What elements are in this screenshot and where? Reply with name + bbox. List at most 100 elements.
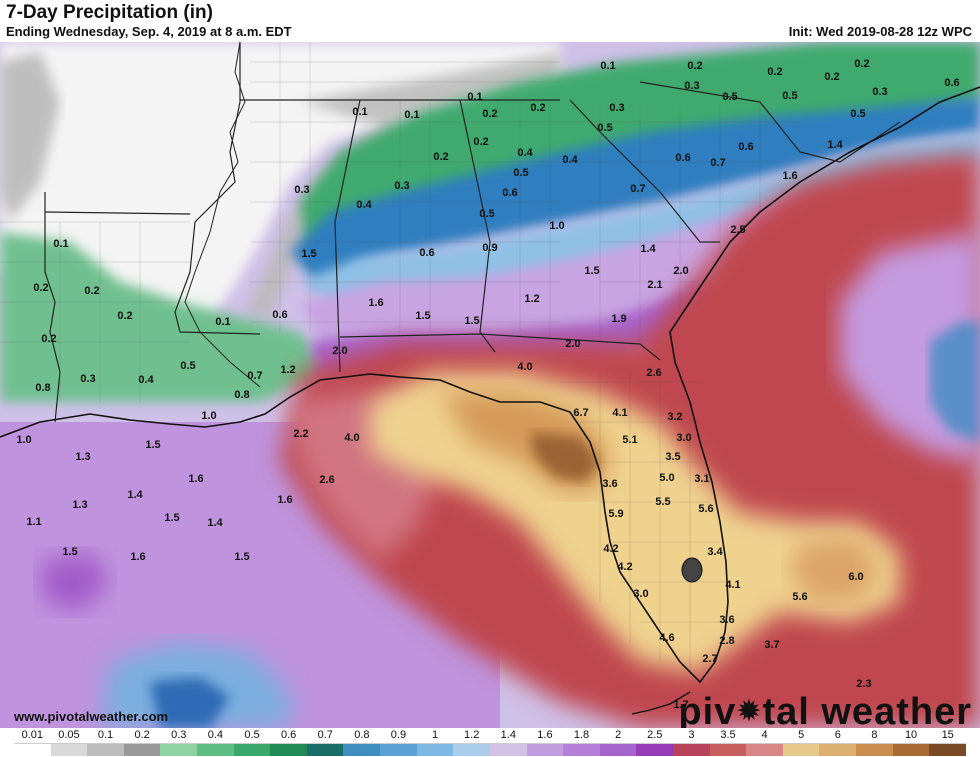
florida-keys: [631, 691, 691, 715]
precip-value-label: 0.2: [433, 151, 449, 163]
precip-value-label: 3.1: [694, 473, 710, 485]
precip-value-label: 6.0: [848, 571, 864, 583]
precip-value-label: 1.4: [640, 243, 656, 255]
precip-value-label: 2.0: [673, 265, 689, 277]
precip-value-label: 5.0: [659, 472, 675, 484]
precip-value-label: 5.6: [698, 503, 714, 515]
precip-value-label: 2.5: [730, 224, 746, 236]
precip-value-label: 0.2: [473, 136, 489, 148]
precip-value-label: 1.0: [549, 220, 565, 232]
precip-value-label: 2.2: [293, 428, 309, 440]
precip-value-label: 0.1: [600, 60, 616, 72]
legend-tick-label: 1.8: [573, 729, 590, 741]
legend-tick-label: 0.9: [390, 729, 407, 741]
precip-value-label: 0.3: [609, 102, 625, 114]
precip-value-label: 0.2: [824, 71, 840, 83]
precip-value-label: 0.6: [675, 152, 691, 164]
light-blue-band: [300, 132, 980, 312]
lake-okeechobee: [681, 557, 703, 583]
map-subtitle: Ending Wednesday, Sep. 4, 2019 at 8 a.m.…: [6, 24, 292, 39]
precip-value-label: 0.2: [84, 285, 100, 297]
legend-swatch: [672, 744, 710, 756]
legend-swatch: [14, 744, 51, 756]
legend-swatch: [563, 744, 600, 756]
legend-swatch: [856, 744, 893, 756]
legend-swatch: [87, 744, 124, 756]
precip-value-label: 1.4: [207, 517, 223, 529]
precip-value-label: 0.5: [850, 108, 866, 120]
precip-value-label: 1.5: [415, 310, 431, 322]
legend-tick-label: 6: [834, 729, 841, 741]
precip-value-label: 3.0: [676, 432, 692, 444]
precip-value-label: 2.0: [565, 338, 581, 350]
precip-value-label: 0.6: [419, 247, 435, 259]
precip-value-label: 4.2: [603, 543, 619, 555]
precip-value-label: 1.7: [673, 699, 689, 711]
legend-tick-label: 10: [904, 729, 918, 741]
precip-value-label: 3.6: [602, 478, 618, 490]
legend-tick-label: 3: [688, 729, 695, 741]
legend-swatch: [197, 744, 234, 756]
precip-value-label: 0.3: [80, 373, 96, 385]
precip-value-label: 0.3: [684, 80, 700, 92]
precip-value-label: 5.9: [608, 508, 624, 520]
gear-icon: ✹: [736, 695, 763, 728]
legend-swatch: [636, 744, 673, 756]
legend-swatch: [929, 744, 966, 756]
map-graphic: [0, 42, 980, 728]
precip-value-label: 0.4: [356, 199, 372, 211]
precip-value-label: 1.4: [827, 139, 843, 151]
precip-value-label: 1.3: [75, 451, 91, 463]
legend-swatch: [306, 744, 344, 756]
legend-ticks: 0.01 0.05 0.1 0.2 0.3 0.4 0.5 0.6 0.7 0.8 0.9 1 1.2 1…: [14, 729, 966, 743]
precip-value-label: 1.0: [201, 410, 217, 422]
blue-band: [290, 97, 980, 287]
precip-value-label: 0.1: [404, 109, 420, 121]
precip-value-label: 0.3: [294, 184, 310, 196]
gulf-deep-purple-spot: [40, 552, 110, 612]
legend-tick-label: 1.2: [464, 729, 480, 741]
precip-value-label: 1.0: [16, 434, 32, 446]
precip-value-label: 0.7: [710, 157, 726, 169]
precip-value-label: 3.4: [707, 546, 723, 558]
precip-value-label: 0.4: [562, 154, 578, 166]
precip-value-label: 0.8: [234, 389, 250, 401]
header: 7-Day Precipitation (in) Ending Wednesda…: [0, 0, 980, 42]
precip-value-label: 2.0: [332, 345, 348, 357]
precip-value-label: 1.5: [584, 265, 600, 277]
legend-tick-label: 0.6: [280, 729, 297, 741]
precip-value-label: 5.1: [622, 434, 638, 446]
legend-tick-label: 8: [871, 729, 878, 741]
precip-value-label: 0.5: [180, 360, 196, 372]
west-green-region: [0, 232, 330, 402]
legend-tick-label: 0.05: [58, 729, 80, 741]
bottom-dark-blue-core: [150, 677, 230, 728]
precip-value-label: 3.7: [764, 639, 780, 651]
precip-value-label: 0.6: [272, 309, 288, 321]
atlantic-blue-core: [930, 322, 980, 442]
precip-value-label: 4.1: [725, 579, 741, 591]
precip-value-label: 2.6: [319, 474, 335, 486]
legend-swatch: [709, 744, 747, 756]
precip-value-label: 1.6: [782, 170, 798, 182]
precip-value-label: 0.5: [513, 167, 529, 179]
brown-core: [530, 432, 600, 482]
precip-value-label: 0.1: [215, 316, 231, 328]
precip-value-label: 4.0: [344, 432, 360, 444]
precip-value-label: 2.1: [647, 279, 663, 291]
legend-swatch: [50, 744, 88, 756]
precip-value-label: 0.2: [482, 108, 498, 120]
legend-color-bar: [14, 743, 966, 756]
website-text: www.pivotalweather.com: [14, 709, 169, 724]
precip-value-label: 0.2: [687, 60, 703, 72]
precip-value-label: 1.2: [280, 364, 296, 376]
legend-tick-label: 2: [615, 729, 622, 741]
legend-swatch: [233, 744, 271, 756]
mississippi-river: [184, 42, 261, 388]
precip-value-label: 0.2: [41, 333, 57, 345]
precip-value-label: 1.5: [145, 439, 161, 451]
precip-value-label: 2.7: [702, 653, 718, 665]
precip-value-label: 0.8: [35, 382, 51, 394]
precip-value-label: 2.3: [856, 678, 872, 690]
northwest-gray-patches: [0, 52, 60, 222]
